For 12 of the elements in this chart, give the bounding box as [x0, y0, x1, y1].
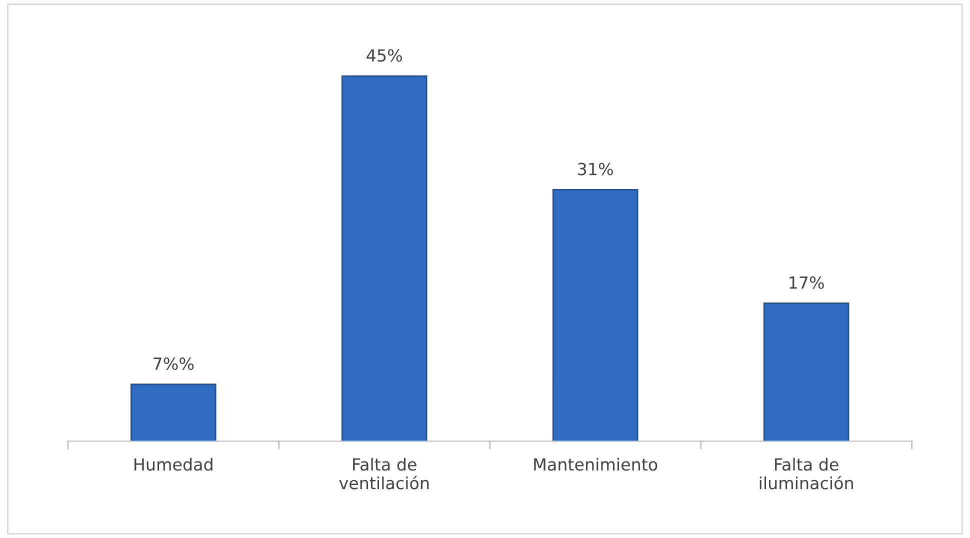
bar: [552, 188, 638, 442]
bar: [763, 302, 850, 442]
data-label: 45%: [366, 49, 402, 62]
data-label: 17%: [790, 276, 824, 289]
x-tick-label: Falta de iluminación: [760, 458, 853, 490]
data-label: 31%: [578, 162, 613, 176]
data-label: 7%%: [154, 357, 194, 370]
bar: [130, 384, 216, 442]
x-tick-label: Humedad: [134, 458, 212, 471]
x-tick-label: Mantenimiento: [534, 458, 658, 471]
bar: [341, 75, 428, 442]
x-tick-label: Falta de ventilación: [339, 458, 429, 490]
